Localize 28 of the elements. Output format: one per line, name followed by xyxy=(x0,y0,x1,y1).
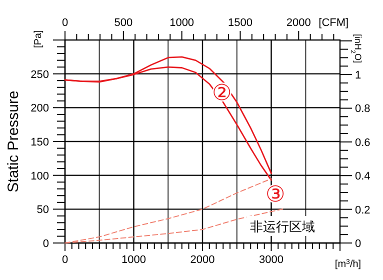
y2-tick-label: 0.6 xyxy=(355,136,370,149)
x2-tick-label: 1500 xyxy=(228,17,252,29)
y2-tick-label: 0.4 xyxy=(355,170,370,183)
x2-tick-label: 500 xyxy=(114,17,133,29)
y-tick-label: 200 xyxy=(30,102,49,115)
annotation: ② xyxy=(212,80,232,106)
y2-tick-label: 0.8 xyxy=(355,103,370,116)
x-tick-label: 2000 xyxy=(190,254,215,266)
text: [Pa] xyxy=(33,30,44,48)
x-axis-title: [m$^{3}$/h] xyxy=(334,258,362,270)
y-axis-title: Static Pressure xyxy=(5,90,22,192)
x2-tick-label: 0 xyxy=(62,17,68,29)
annotation: ③ xyxy=(265,182,286,207)
y2-tick-label: 1 xyxy=(355,70,362,82)
y-tick-label: 150 xyxy=(30,136,49,148)
y-tick-label: 0 xyxy=(42,238,49,250)
y-tick-label: 100 xyxy=(30,170,49,182)
y2-tick-label: 0.2 xyxy=(355,204,370,216)
y2-tick-label: 0 xyxy=(355,238,362,250)
x2-tick-label: 2000 xyxy=(286,17,311,29)
y-tick-label: 250 xyxy=(30,68,49,81)
y-tick-label: 50 xyxy=(36,204,49,216)
annotation: 非运行区域 xyxy=(250,219,315,234)
x-tick-label: 3000 xyxy=(259,254,284,266)
x-tick-label: 0 xyxy=(62,254,68,266)
x2-axis-title: [CFM] xyxy=(318,17,349,29)
x2-tick-label: 1000 xyxy=(170,17,194,29)
x-tick-label: 1000 xyxy=(122,254,146,266)
